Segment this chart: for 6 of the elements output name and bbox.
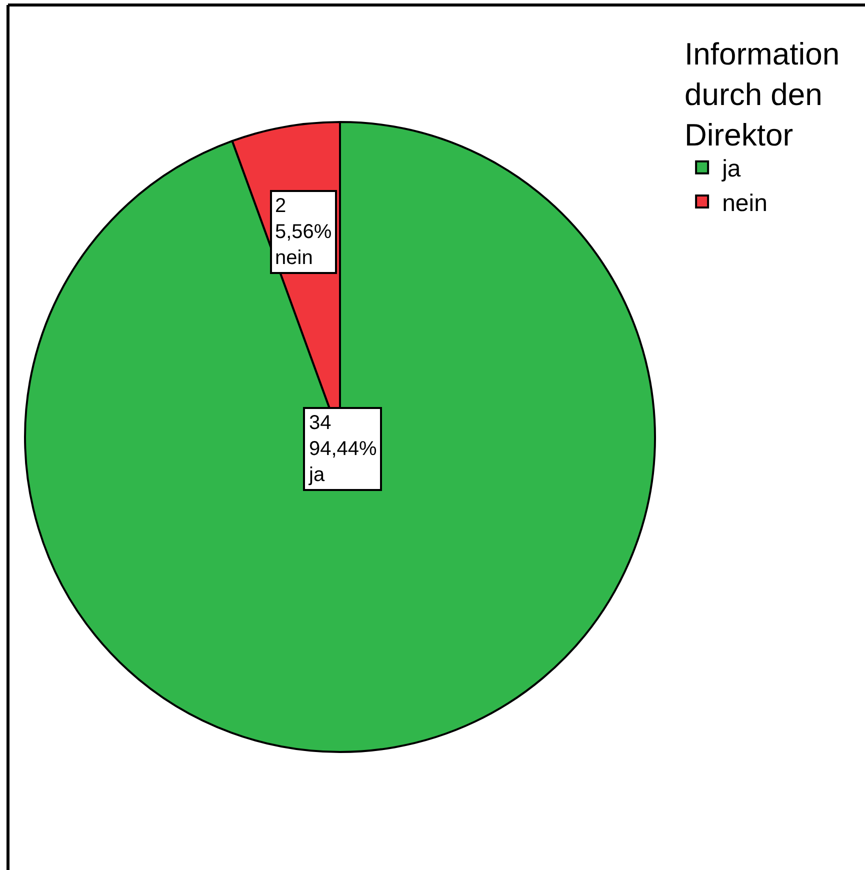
- data-label: 34 94,44% ja: [308, 412, 378, 486]
- legend-label: nein: [722, 190, 768, 217]
- legend-title: Information durch den Direktor: [684, 36, 840, 152]
- data-label: 2 5,56% nein: [275, 195, 332, 269]
- pie-slice: [24, 121, 656, 753]
- legend-label: ja: [721, 156, 742, 183]
